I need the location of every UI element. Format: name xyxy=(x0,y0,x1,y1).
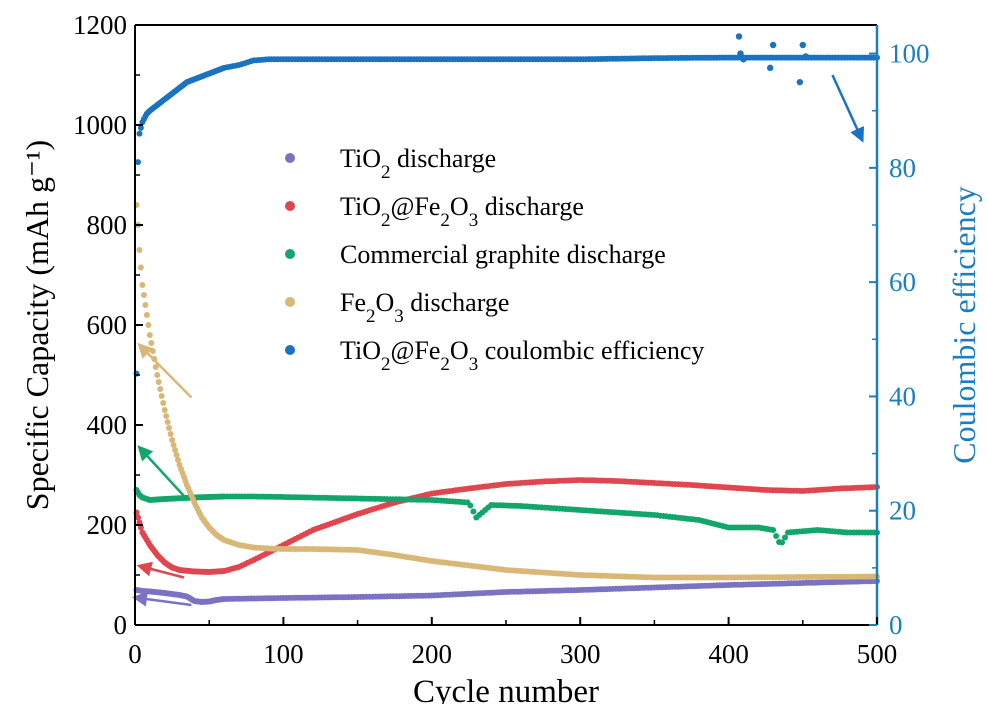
legend-marker xyxy=(285,345,295,355)
data-point xyxy=(782,534,788,541)
legend-marker xyxy=(285,153,295,163)
arrow-ce xyxy=(831,74,864,143)
data-point xyxy=(175,457,181,463)
arrow-graphite xyxy=(137,445,185,497)
data-point xyxy=(145,322,152,328)
legend-item-graphite: Commercial graphite discharge xyxy=(285,240,666,269)
data-point xyxy=(154,372,161,378)
legend-marker xyxy=(285,201,295,211)
y2-tick-label: 0 xyxy=(889,610,903,640)
data-point xyxy=(773,533,780,539)
data-point xyxy=(160,400,167,406)
y-tick-label: 400 xyxy=(87,410,128,440)
data-point xyxy=(140,292,147,298)
x-axis-title: Cycle number xyxy=(413,674,599,704)
series-ce-outliers xyxy=(735,33,809,86)
legend-marker xyxy=(285,249,295,259)
data-point xyxy=(136,247,143,253)
arrow-tio2 xyxy=(132,591,192,607)
y2-tick-label: 20 xyxy=(889,496,916,526)
series-ce xyxy=(133,54,880,377)
legend-label: TiO2 discharge xyxy=(340,144,496,183)
data-point xyxy=(802,53,809,60)
series-fe2o3 xyxy=(133,202,880,581)
x-tick-label: 300 xyxy=(560,639,601,669)
data-point xyxy=(169,437,176,443)
plot-area xyxy=(132,33,880,607)
data-point xyxy=(467,502,474,509)
data-point xyxy=(161,407,168,413)
legend-label: Fe2O3 discharge xyxy=(340,288,509,327)
y-tick-label: 1000 xyxy=(73,110,127,140)
data-point xyxy=(148,340,155,346)
data-point xyxy=(796,78,804,86)
x-tick-label: 500 xyxy=(857,639,898,669)
legend-item-ce: TiO2@Fe2O3 coulombic efficiency xyxy=(285,336,704,375)
data-point xyxy=(770,527,777,533)
y2-tick-label: 100 xyxy=(889,39,930,69)
data-point xyxy=(167,431,174,437)
data-point xyxy=(137,124,144,131)
y-tick-label: 600 xyxy=(87,310,128,340)
data-point xyxy=(139,282,146,288)
data-point xyxy=(740,56,747,63)
data-point xyxy=(163,413,170,419)
legend-item-fe2o3: Fe2O3 discharge xyxy=(285,288,509,327)
data-point xyxy=(135,159,141,166)
legend-label: Commercial graphite discharge xyxy=(340,240,666,269)
data-point xyxy=(137,264,144,271)
y2-tick-label: 80 xyxy=(889,153,916,183)
data-point xyxy=(152,364,159,370)
legend-item-tio2: TiO2 discharge xyxy=(285,144,496,183)
data-point xyxy=(164,419,171,425)
data-point xyxy=(737,50,744,57)
legend-marker xyxy=(285,297,295,307)
y2-tick-label: 40 xyxy=(889,381,916,411)
data-point xyxy=(149,348,156,354)
data-point xyxy=(470,508,477,515)
x-tick-label: 200 xyxy=(412,639,453,669)
x-tick-label: 100 xyxy=(263,639,304,669)
y-axis-title: Specific Capacity (mAh g⁻¹) xyxy=(19,140,55,510)
data-point xyxy=(735,33,743,40)
data-point xyxy=(146,332,153,338)
series-graphite xyxy=(133,487,880,546)
y2-tick-label: 60 xyxy=(889,267,916,297)
data-point xyxy=(769,41,777,49)
y-tick-label: 200 xyxy=(87,510,128,540)
data-point xyxy=(766,64,774,72)
y2-axis-title: Coulombic efficiency xyxy=(946,186,982,464)
legend-item-tio2_fe2o3: TiO2@Fe2O3 discharge xyxy=(285,192,584,231)
data-point xyxy=(166,425,173,431)
data-point xyxy=(172,447,179,453)
series-tio2 xyxy=(133,578,880,605)
series-tio2_fe2o3 xyxy=(133,477,880,575)
y-tick-label: 1200 xyxy=(73,10,127,40)
data-point xyxy=(143,312,150,318)
data-point xyxy=(136,130,143,137)
data-point xyxy=(173,452,180,458)
x-tick-label: 400 xyxy=(708,639,749,669)
data-point xyxy=(142,302,149,308)
legend-label: TiO2@Fe2O3 coulombic efficiency xyxy=(340,336,704,375)
axes: 0 100 200 300 400 500020040060080010001200020… xyxy=(19,10,982,704)
legend-label: TiO2@Fe2O3 discharge xyxy=(340,192,584,231)
arrow-tio2_fe2o3 xyxy=(136,561,185,579)
x-tick-label: 0 xyxy=(128,639,142,669)
data-point xyxy=(779,539,785,546)
data-point xyxy=(170,442,177,448)
arrow-fe2o3 xyxy=(137,342,193,399)
data-point xyxy=(157,386,164,392)
data-point xyxy=(135,514,141,521)
legend: TiO2 discharge TiO2@Fe2O3 discharge Commer… xyxy=(285,144,704,375)
data-point xyxy=(155,379,162,385)
y-tick-label: 800 xyxy=(87,210,128,240)
data-point xyxy=(158,393,165,399)
data-point xyxy=(799,41,806,49)
y-tick-label: 0 xyxy=(114,610,128,640)
